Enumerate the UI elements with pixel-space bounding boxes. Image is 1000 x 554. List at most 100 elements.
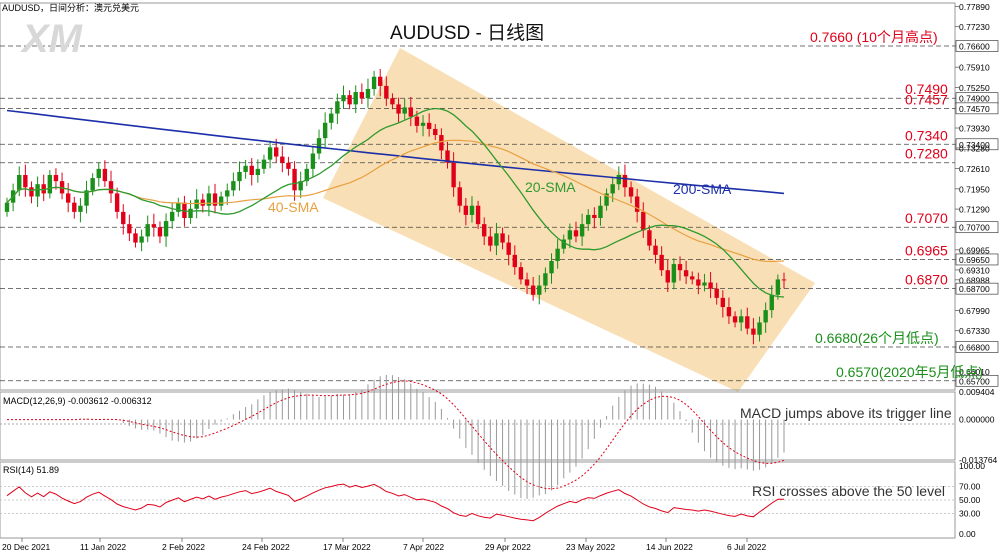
candle-body bbox=[35, 184, 40, 197]
price-tick-box bbox=[955, 282, 999, 295]
candle-body bbox=[102, 168, 108, 182]
candle-body bbox=[151, 224, 157, 228]
candle-body bbox=[475, 205, 481, 225]
price-tick-label: 0.72610 bbox=[959, 164, 990, 174]
candle-body bbox=[17, 175, 22, 191]
candle-body bbox=[408, 107, 413, 117]
candle-body bbox=[732, 316, 738, 323]
candle-body bbox=[781, 279, 787, 281]
candle-body bbox=[586, 214, 591, 225]
candle-body bbox=[200, 199, 205, 206]
candle-body bbox=[133, 233, 138, 243]
candle-body bbox=[127, 224, 132, 234]
candle-body bbox=[157, 227, 163, 237]
candle-body bbox=[335, 101, 340, 114]
candle-body bbox=[414, 116, 420, 126]
candle-body bbox=[488, 236, 493, 246]
candle-body bbox=[524, 279, 530, 286]
price-tick-label: 0.77890 bbox=[959, 2, 990, 12]
candle-body bbox=[738, 316, 744, 323]
price-tick-label: 0.65700 bbox=[959, 376, 990, 386]
candle-body bbox=[96, 168, 101, 179]
date-tick-label: 24 Feb 2022 bbox=[242, 542, 290, 552]
candle-body bbox=[665, 270, 670, 283]
candle-body bbox=[286, 162, 291, 169]
candle-body bbox=[353, 92, 358, 105]
candle-body bbox=[482, 224, 487, 237]
level-label: 0.6965 bbox=[905, 242, 948, 258]
level-label: 0.7457 bbox=[905, 91, 948, 107]
candle-body bbox=[108, 181, 114, 194]
rsi-pane-frame bbox=[0, 461, 956, 539]
candle-body bbox=[316, 138, 322, 154]
candle-body bbox=[769, 294, 774, 311]
rsi-tick-label: 70.00 bbox=[959, 481, 981, 491]
sma-labels: 20-SMA 40-SMA 200-SMA bbox=[268, 179, 732, 215]
price-tick-label: 0.75910 bbox=[959, 63, 990, 73]
candle-body bbox=[604, 193, 609, 206]
price-tick-label: 0.74570 bbox=[959, 104, 990, 114]
level-labels: 0.7660 (10个月高点) 0.74900.7457 0.7340 0.7280 0… bbox=[810, 29, 983, 380]
candle-body bbox=[273, 147, 279, 157]
candle-body bbox=[579, 224, 585, 237]
candle-body bbox=[457, 187, 462, 206]
candle-body bbox=[176, 202, 181, 212]
price-tick-box bbox=[955, 221, 999, 234]
macd-pane-frame bbox=[0, 391, 956, 461]
candle-body bbox=[592, 214, 597, 218]
candle-body bbox=[218, 196, 224, 206]
rsi-title: RSI(14) 51.89 bbox=[3, 465, 59, 475]
candle-body bbox=[494, 233, 499, 246]
symbol-info: AUDUSD，日间分析：澳元兑美元 bbox=[2, 2, 139, 13]
candle-body bbox=[365, 89, 371, 99]
candle-body bbox=[641, 211, 646, 231]
candle-body bbox=[702, 282, 707, 286]
candle-body bbox=[182, 202, 187, 218]
logo-text: XM bbox=[20, 17, 84, 61]
date-tick-label: 7 Apr 2022 bbox=[403, 542, 444, 552]
candle-body bbox=[714, 288, 719, 298]
candle-body bbox=[720, 297, 726, 308]
candle-body bbox=[543, 273, 548, 286]
price-tick-label: 0.67330 bbox=[959, 326, 990, 336]
candle-body bbox=[598, 205, 603, 218]
candle-body bbox=[683, 270, 689, 277]
candle-body bbox=[304, 168, 309, 182]
candle-body bbox=[261, 159, 267, 169]
candle-body bbox=[41, 184, 46, 194]
price-tick-box bbox=[955, 341, 999, 353]
candle-body bbox=[390, 98, 395, 105]
price-tick-label: 0.76600 bbox=[959, 42, 990, 52]
price-tick-label: 0.69965 bbox=[959, 245, 990, 255]
candle-body bbox=[696, 279, 701, 286]
candle-body bbox=[90, 178, 95, 191]
price-tick-box bbox=[955, 374, 999, 387]
candle-body bbox=[396, 104, 401, 114]
price-tick-label: 0.68700 bbox=[959, 284, 990, 294]
rsi-tick-label: 100.00 bbox=[959, 461, 985, 471]
price-tick-label: 0.75250 bbox=[959, 83, 990, 93]
price-tick-label: 0.66010 bbox=[959, 367, 990, 377]
candle-body bbox=[445, 150, 450, 163]
candle-body bbox=[561, 239, 566, 249]
candle-body bbox=[194, 199, 199, 209]
candle-body bbox=[506, 242, 511, 255]
level-label: 0.7490 bbox=[905, 81, 948, 97]
candle-body bbox=[341, 95, 346, 102]
candlestick-series bbox=[4, 69, 787, 345]
candle-body bbox=[249, 165, 254, 175]
main-pane-frame bbox=[0, 2, 956, 391]
sma200-label: 200-SMA bbox=[673, 181, 732, 197]
candle-body bbox=[463, 205, 469, 215]
candle-body bbox=[451, 162, 456, 188]
date-tick-label: 11 Jan 2022 bbox=[80, 542, 126, 552]
chart-title: AUDUSD - 日线图 bbox=[390, 22, 544, 44]
candle-body bbox=[121, 211, 126, 225]
date-tick-label: 23 May 2022 bbox=[566, 542, 615, 552]
candle-body bbox=[139, 236, 144, 243]
macd-annotation: MACD jumps above its trigger line bbox=[740, 405, 952, 421]
price-levels bbox=[0, 45, 955, 382]
rsi-reference-lines bbox=[0, 485, 955, 514]
level-label: 0.7280 bbox=[905, 146, 948, 162]
macd-tick-label: 0.009404 bbox=[959, 387, 995, 397]
